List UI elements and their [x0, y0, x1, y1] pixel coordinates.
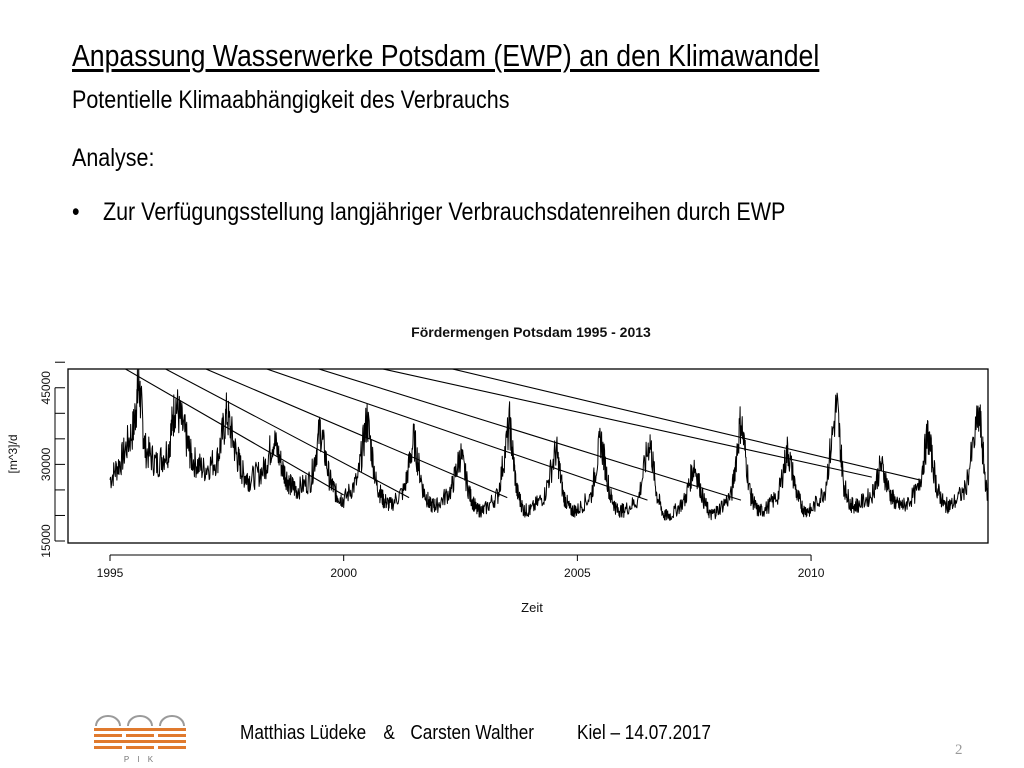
y-tick-label: 15000 [39, 524, 53, 558]
trend-line-4 [265, 369, 648, 501]
footer: Matthias Lüdeke & Carsten Walther Kiel – 14… [240, 722, 711, 745]
trend-line-6 [380, 369, 872, 478]
pik-logo: P I K [94, 715, 186, 764]
consumption-chart: Fördermengen Potsdam 1995 - 2013 1995 200… [6, 324, 989, 615]
trend-line-1 [124, 369, 344, 496]
y-tick-label: 45000 [39, 371, 53, 405]
footer-author-1: Matthias Lüdeke [240, 722, 367, 744]
plot-area: 1995 2000 2005 2010 15000 30000 45000 [39, 361, 989, 580]
series-line [109, 369, 988, 521]
section-heading: Analyse: [72, 144, 155, 172]
bullet-item: • Zur Verfügungsstellung langjähriger Ver… [72, 198, 785, 227]
trend-line-3 [204, 369, 508, 499]
trend-line-5 [317, 369, 742, 501]
pik-logo-label: P I K [124, 755, 156, 764]
x-tick-label: 2010 [798, 566, 825, 580]
chart-title: Fördermengen Potsdam 1995 - 2013 [411, 324, 651, 340]
x-tick-label: 2000 [330, 566, 357, 580]
bullet-text: Zur Verfügungsstellung langjähriger Verb… [102, 198, 786, 226]
plot-frame [67, 368, 989, 544]
x-axis-label: Zeit [521, 600, 543, 615]
y-axis-label: [m^3]/d [6, 435, 20, 474]
footer-separator: & [383, 722, 395, 744]
slide-subtitle: Potentielle Klimaabhängigkeit des Verbra… [72, 86, 510, 114]
footer-place-date: Kiel – 14.07.2017 [576, 722, 711, 744]
x-tick-label: 1995 [97, 566, 124, 580]
bullet-marker: • [72, 198, 80, 226]
footer-author-2: Carsten Walther [410, 722, 534, 744]
slide-title: Anpassung Wasserwerke Potsdam (EWP) an d… [72, 38, 820, 73]
trend-line-7 [450, 369, 919, 481]
x-tick-label: 2005 [564, 566, 591, 580]
y-tick-label: 30000 [39, 447, 53, 481]
page-number: 2 [955, 742, 963, 758]
trend-line-2 [164, 369, 410, 499]
